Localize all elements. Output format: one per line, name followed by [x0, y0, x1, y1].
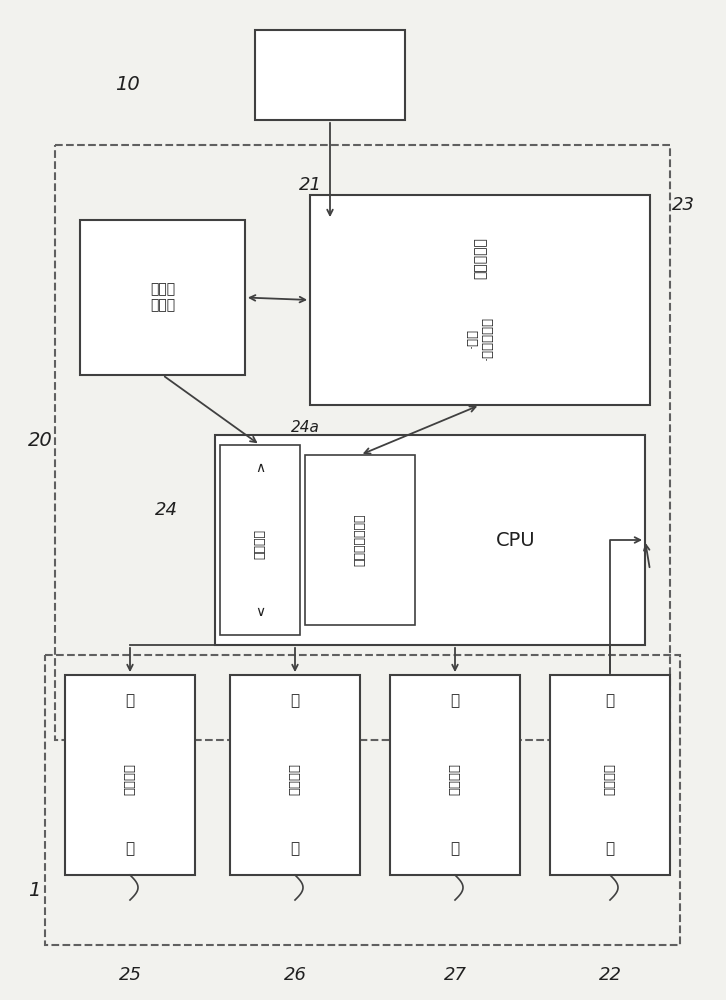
Text: 〈: 〈	[290, 694, 300, 708]
Text: 显示单元: 显示单元	[449, 763, 462, 795]
Text: 〈: 〈	[126, 694, 134, 708]
Bar	[550, 675, 670, 875]
Text: 运算单元: 运算单元	[253, 529, 266, 559]
Text: 22: 22	[598, 966, 621, 984]
Text: 〉: 〉	[290, 842, 300, 856]
Text: 24a: 24a	[290, 420, 319, 436]
Text: 10: 10	[115, 76, 139, 95]
Text: 输出单元: 输出单元	[123, 763, 136, 795]
Bar	[305, 455, 415, 625]
Bar	[390, 675, 520, 875]
Bar	[45, 655, 680, 945]
Bar	[220, 445, 300, 635]
Text: 超声波
控制器: 超声波 控制器	[150, 282, 175, 313]
Bar	[65, 675, 195, 875]
Text: 〉: 〉	[450, 842, 460, 856]
Text: 24: 24	[155, 501, 178, 519]
Text: 《存储器》: 《存储器》	[473, 237, 487, 279]
Bar	[215, 435, 645, 645]
Text: 输入单元: 输入单元	[603, 763, 616, 795]
Text: 23: 23	[672, 196, 695, 214]
Text: 27: 27	[444, 966, 467, 984]
Bar	[255, 30, 405, 120]
Text: ∨: ∨	[255, 605, 265, 619]
Text: 1: 1	[28, 880, 41, 900]
Text: 21: 21	[298, 176, 322, 194]
Text: ·尿量
·反射波数据: ·尿量 ·反射波数据	[466, 316, 494, 360]
Text: 20: 20	[28, 430, 53, 450]
Text: CPU: CPU	[496, 530, 536, 550]
Text: 警报单元: 警报单元	[288, 763, 301, 795]
Bar	[80, 220, 245, 375]
Text: 〉: 〉	[605, 842, 615, 856]
Text: 〈: 〈	[605, 694, 615, 708]
Bar	[310, 195, 650, 405]
Text: 25: 25	[118, 966, 142, 984]
Bar	[55, 145, 670, 740]
Text: 〈: 〈	[450, 694, 460, 708]
Text: ∧: ∧	[255, 461, 265, 475]
Text: 保留尿量计算器: 保留尿量计算器	[354, 514, 367, 566]
Text: 〉: 〉	[126, 842, 134, 856]
Text: 26: 26	[283, 966, 306, 984]
Bar	[230, 675, 360, 875]
